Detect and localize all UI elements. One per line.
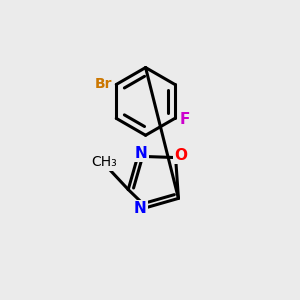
- Text: N: N: [134, 201, 147, 216]
- Text: CH₃: CH₃: [91, 155, 117, 169]
- Text: N: N: [134, 201, 147, 216]
- Text: O: O: [174, 148, 188, 163]
- Text: CH₃: CH₃: [91, 155, 117, 169]
- Text: Br: Br: [94, 77, 112, 91]
- Text: O: O: [174, 148, 188, 163]
- Text: F: F: [180, 112, 190, 127]
- Text: N: N: [135, 146, 148, 161]
- Text: F: F: [180, 112, 190, 127]
- Text: Br: Br: [94, 77, 112, 91]
- Text: N: N: [135, 146, 148, 161]
